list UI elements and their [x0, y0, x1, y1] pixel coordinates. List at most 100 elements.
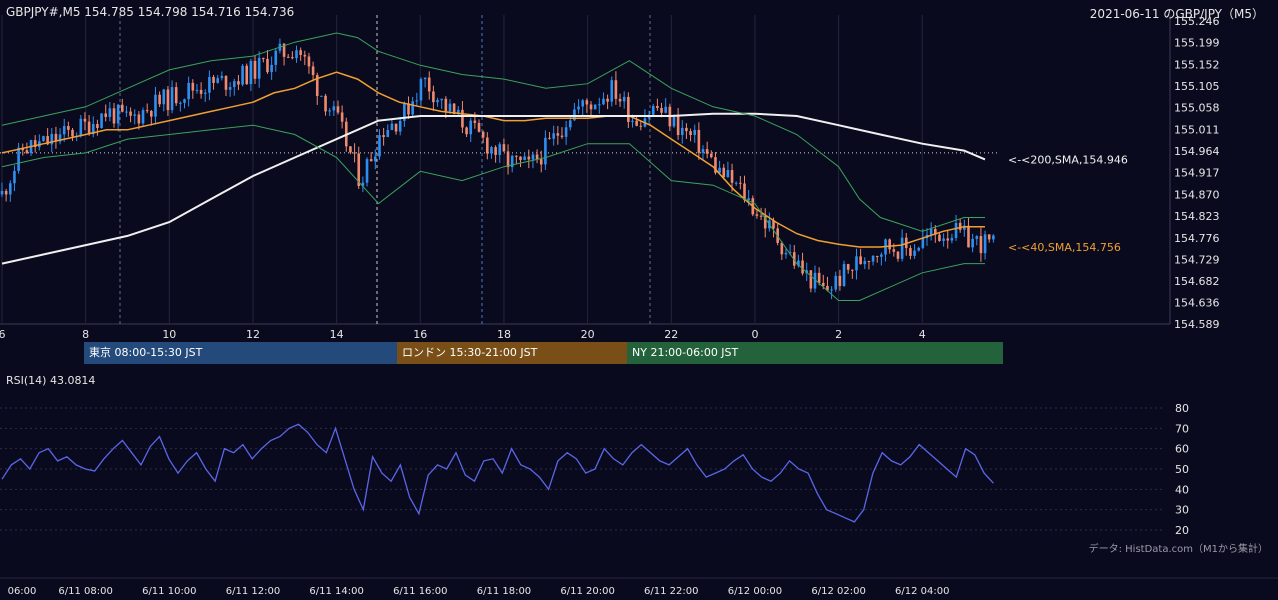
- candle-body: [622, 96, 626, 102]
- candle-body: [158, 94, 161, 105]
- rsi-x-tick-label: 6/11 20:00: [560, 586, 614, 597]
- candle-body: [87, 121, 91, 135]
- candle-body: [722, 167, 726, 178]
- candle-body: [506, 151, 510, 168]
- main-x-tick-label: 8: [82, 328, 89, 341]
- candle-body: [813, 272, 817, 289]
- candle-body: [116, 104, 120, 124]
- candle-body: [374, 156, 377, 162]
- candle-body: [635, 120, 638, 126]
- candle-body: [220, 75, 224, 79]
- candle-body: [867, 261, 871, 263]
- candle-body: [432, 91, 435, 103]
- sma40-line: [1, 71, 985, 248]
- candle-body: [67, 126, 70, 130]
- candle-body: [573, 109, 576, 121]
- sma40-annotation: <-<40,SMA,154.756: [1008, 241, 1121, 254]
- candle-body: [747, 198, 750, 201]
- candle-body: [705, 149, 709, 154]
- candle-body: [448, 103, 452, 112]
- candle-body: [481, 131, 485, 138]
- candle-body: [33, 140, 37, 148]
- candle-body: [527, 156, 531, 160]
- candle-body: [730, 170, 734, 183]
- candle-body: [963, 225, 966, 230]
- main-y-tick-label: 155.152: [1174, 58, 1220, 71]
- candle-body: [979, 236, 983, 254]
- main-y-tick-label: 155.199: [1174, 37, 1220, 50]
- candle-body: [739, 182, 742, 184]
- rsi-x-tick-label: 6/11 22:00: [644, 586, 698, 597]
- candle-body: [743, 183, 746, 201]
- candle-body: [245, 65, 249, 85]
- candle-body: [253, 60, 257, 79]
- main-y-tick-label: 154.776: [1174, 232, 1220, 245]
- candle-body: [315, 75, 319, 96]
- candle-body: [266, 58, 269, 73]
- rsi-y-tick-label: 70: [1175, 422, 1189, 435]
- candle-body: [797, 260, 800, 266]
- candle-body: [199, 89, 203, 94]
- candle-body: [154, 94, 157, 117]
- candle-body: [656, 106, 659, 108]
- candle-body: [436, 100, 439, 103]
- main-y-tick-label: 155.105: [1174, 80, 1220, 93]
- sma200-line: [1, 112, 986, 265]
- candle-body: [473, 120, 477, 123]
- candle-body: [191, 82, 195, 91]
- candle-body: [340, 112, 344, 122]
- rsi-x-tick-label: 6/12 00:00: [728, 586, 782, 597]
- candle-body: [415, 100, 419, 102]
- rsi-indicator-label: RSI(14) 43.0814: [6, 374, 96, 387]
- rsi-y-tick-label: 80: [1175, 402, 1189, 415]
- candle-body: [950, 237, 954, 241]
- candle-body: [183, 99, 186, 103]
- candle-body: [203, 92, 207, 94]
- candle-body: [96, 124, 99, 129]
- candle-body: [357, 153, 361, 186]
- candle-body: [137, 114, 141, 124]
- candle-body: [125, 111, 128, 113]
- candle-body: [917, 247, 921, 251]
- candle-body: [734, 182, 738, 184]
- main-y-tick-label: 154.729: [1174, 253, 1220, 266]
- candle-body: [262, 57, 265, 59]
- main-y-tick-label: 154.917: [1174, 167, 1220, 180]
- candle-body: [510, 155, 514, 168]
- candle-body: [224, 75, 228, 90]
- candle-body: [419, 79, 423, 101]
- candle-body: [237, 81, 240, 85]
- candle-body: [120, 104, 124, 112]
- candle-body: [593, 104, 597, 110]
- candle-body: [274, 50, 278, 65]
- candle-body: [270, 64, 273, 73]
- candle-body: [13, 170, 16, 184]
- candle-body: [150, 110, 153, 117]
- candle-body: [291, 57, 294, 59]
- candle-body: [697, 129, 701, 153]
- main-x-tick-label: 2: [835, 328, 842, 341]
- main-x-tick-label: 4: [919, 328, 926, 341]
- candle-body: [494, 147, 497, 155]
- candle-body: [0, 190, 4, 195]
- candle-body: [456, 109, 460, 115]
- candle-body: [129, 111, 132, 116]
- candle-body: [664, 106, 667, 113]
- lower-band-line: [1, 124, 985, 301]
- candle-body: [307, 56, 311, 67]
- main-x-tick-label: 6: [0, 328, 6, 341]
- candle-body: [838, 275, 842, 286]
- candle-body: [17, 147, 20, 171]
- candle-body: [689, 131, 692, 135]
- candle-body: [187, 82, 190, 100]
- candle-body: [863, 261, 867, 265]
- candle-body: [174, 87, 178, 104]
- candle-body: [598, 104, 601, 106]
- candle-body: [382, 135, 385, 138]
- candle-body: [639, 125, 643, 127]
- candle-body: [104, 113, 107, 117]
- rsi-y-tick-label: 20: [1175, 524, 1189, 537]
- candle-body: [585, 100, 589, 105]
- candle-body: [378, 135, 381, 157]
- candle-body: [4, 190, 8, 195]
